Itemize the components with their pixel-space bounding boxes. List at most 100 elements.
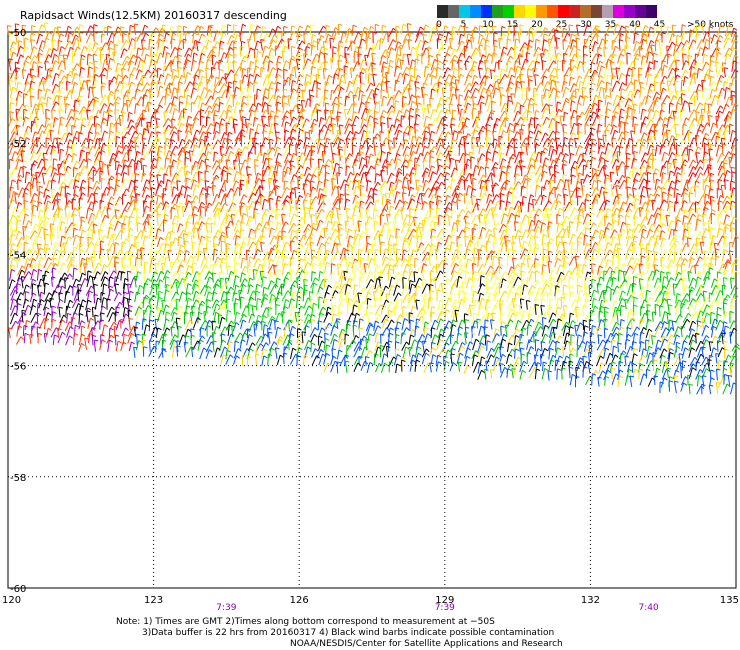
wind-barb-flag xyxy=(403,86,408,90)
wind-barb-flag xyxy=(464,45,469,48)
wind-barb xyxy=(518,55,521,66)
wind-barb-flag xyxy=(104,130,109,134)
wind-barb-flag xyxy=(240,179,245,182)
wind-barb-flag xyxy=(732,129,737,133)
wind-barb-flag xyxy=(350,90,354,95)
wind-barb-flag xyxy=(646,180,651,183)
wind-barb-flag xyxy=(350,40,355,43)
wind-barb-flag xyxy=(284,180,289,183)
wind-barb xyxy=(492,130,495,141)
wind-barb-flag xyxy=(301,89,306,92)
wind-barb xyxy=(408,187,411,197)
wind-barb-flag xyxy=(624,44,629,47)
wind-barb xyxy=(381,33,387,44)
wind-barb xyxy=(30,144,35,154)
wind-barb-flag xyxy=(523,46,528,49)
wind-barb-flag xyxy=(429,97,434,100)
wind-barb xyxy=(610,53,614,65)
wind-barb-flag xyxy=(563,80,568,84)
wind-barb xyxy=(80,137,87,147)
wind-barb xyxy=(23,38,26,49)
wind-barb-flag xyxy=(697,89,702,92)
wind-barb-flag xyxy=(596,29,601,32)
wind-barb xyxy=(731,171,733,182)
wind-barb-flag xyxy=(75,109,80,113)
wind-barb-flag xyxy=(564,111,569,115)
wind-barb-flag xyxy=(70,89,75,92)
wind-barb xyxy=(401,87,405,99)
wind-barb xyxy=(331,102,335,114)
wind-barb-flag xyxy=(362,31,367,35)
wind-barb xyxy=(169,47,176,58)
wind-barb xyxy=(164,144,167,156)
wind-barb-flag xyxy=(208,105,213,109)
wind-barb-flag xyxy=(275,45,280,48)
wind-barb xyxy=(226,85,229,98)
wind-barb xyxy=(57,164,60,175)
plot-frame xyxy=(7,31,737,589)
wind-barb xyxy=(522,97,528,107)
wind-barb xyxy=(253,65,256,77)
wind-barb-flag xyxy=(41,24,45,28)
wind-barb xyxy=(532,103,535,114)
wind-barb xyxy=(248,61,252,73)
wind-barb xyxy=(591,95,597,106)
wind-barb-flag xyxy=(642,60,647,64)
wind-barb xyxy=(150,81,153,94)
wind-barb xyxy=(688,59,695,71)
wind-barb-flag xyxy=(546,68,550,73)
wind-barb-flag xyxy=(63,57,69,60)
wind-barb-flag xyxy=(681,139,687,142)
wind-barb xyxy=(297,104,299,114)
wind-barb xyxy=(569,122,575,135)
wind-barb-flag xyxy=(526,87,531,90)
wind-barb xyxy=(618,121,622,134)
wind-barb xyxy=(589,27,596,38)
wind-barb xyxy=(78,32,82,43)
wind-barb-flag xyxy=(229,145,233,149)
wind-barb-flag xyxy=(603,87,608,90)
wind-barb-flag xyxy=(639,102,644,105)
wind-barb-flag xyxy=(425,24,430,28)
wind-barb xyxy=(654,67,661,79)
wind-barb xyxy=(625,90,632,101)
wind-barb xyxy=(8,58,12,71)
wind-barb-flag xyxy=(452,59,457,62)
wind-barb xyxy=(190,60,194,72)
wind-barb-flag xyxy=(447,67,451,71)
wind-barb-flag xyxy=(16,67,21,70)
wind-barb-flag xyxy=(571,174,576,178)
wind-barb-flag xyxy=(320,116,325,120)
wind-barb xyxy=(640,39,644,51)
wind-barb xyxy=(171,186,174,197)
wind-barb xyxy=(647,26,651,38)
wind-barb xyxy=(71,38,77,51)
wind-barb xyxy=(694,135,698,147)
wind-barb xyxy=(422,24,426,35)
wind-barb-flag xyxy=(621,72,626,76)
wind-barb-flag xyxy=(97,186,101,190)
wind-barb-flag xyxy=(233,159,238,162)
wind-barb-flag xyxy=(570,59,575,62)
wind-barb-flag xyxy=(235,180,240,184)
wind-barb xyxy=(430,109,434,120)
wind-barb xyxy=(16,82,19,92)
wind-barb-flag xyxy=(365,67,370,71)
wind-barb-flag xyxy=(532,171,536,175)
wind-barb-flag xyxy=(733,47,737,51)
wind-barb xyxy=(421,47,427,57)
wind-barb-flag xyxy=(710,172,715,176)
wind-barb-flag xyxy=(303,32,308,35)
wind-barb-flag xyxy=(334,27,339,31)
wind-barb-flag xyxy=(685,69,689,74)
wind-barb-flag xyxy=(555,37,561,40)
wind-barb xyxy=(612,145,618,157)
wind-barb xyxy=(681,153,684,164)
wind-barb xyxy=(534,74,537,86)
wind-barb-flag xyxy=(427,103,432,106)
wind-barb-flag xyxy=(722,124,726,129)
wind-barb-flag xyxy=(467,133,472,137)
wind-barb-flag xyxy=(153,157,158,161)
wind-barb-flag xyxy=(644,25,649,29)
wind-barb xyxy=(499,87,502,100)
